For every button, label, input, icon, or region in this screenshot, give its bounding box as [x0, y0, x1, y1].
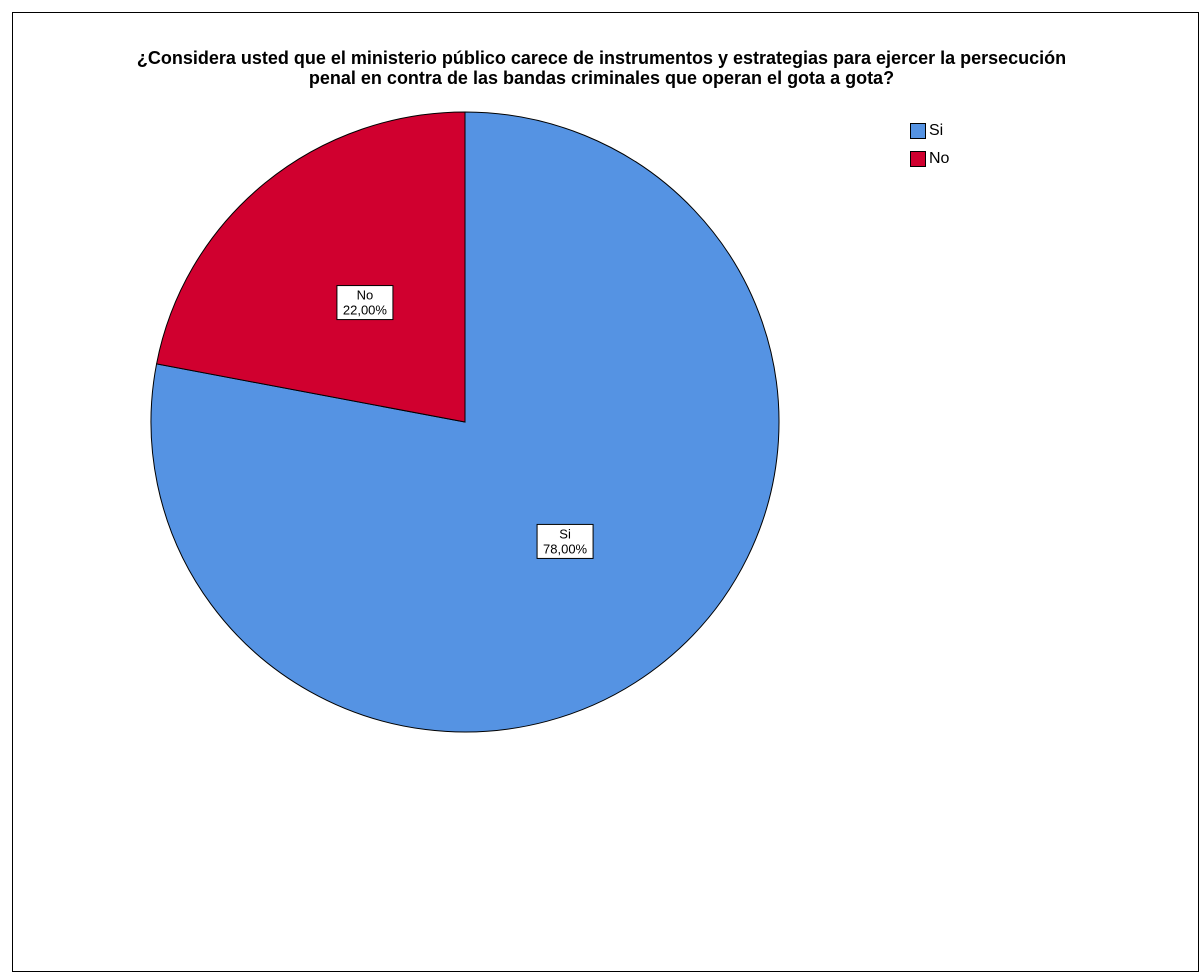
- data-label-value: 78,00%: [543, 541, 588, 556]
- legend-item-si: Si: [910, 117, 949, 145]
- legend-swatch-no: [910, 151, 926, 167]
- data-label-value: 22,00%: [343, 303, 388, 318]
- data-label-category: Si: [559, 526, 571, 541]
- chart-title: ¿Considera usted que el ministerio públi…: [0, 48, 1203, 88]
- legend-label-si: Si: [929, 122, 944, 139]
- pie-slice-no: [155, 111, 466, 423]
- legend: Si No: [910, 117, 949, 173]
- chart-title-line-2: penal en contra de las bandas criminales…: [308, 68, 895, 88]
- data-label-box: [336, 285, 394, 321]
- data-label-category: No: [357, 288, 374, 303]
- legend-swatch-si: [910, 123, 926, 139]
- legend-label-no: No: [929, 150, 950, 167]
- pie-slice-si: [150, 111, 780, 733]
- legend-item-no: No: [910, 145, 949, 173]
- data-label-box: [536, 523, 594, 559]
- chart-title-line-1: ¿Considera usted que el ministerio públi…: [136, 48, 1067, 68]
